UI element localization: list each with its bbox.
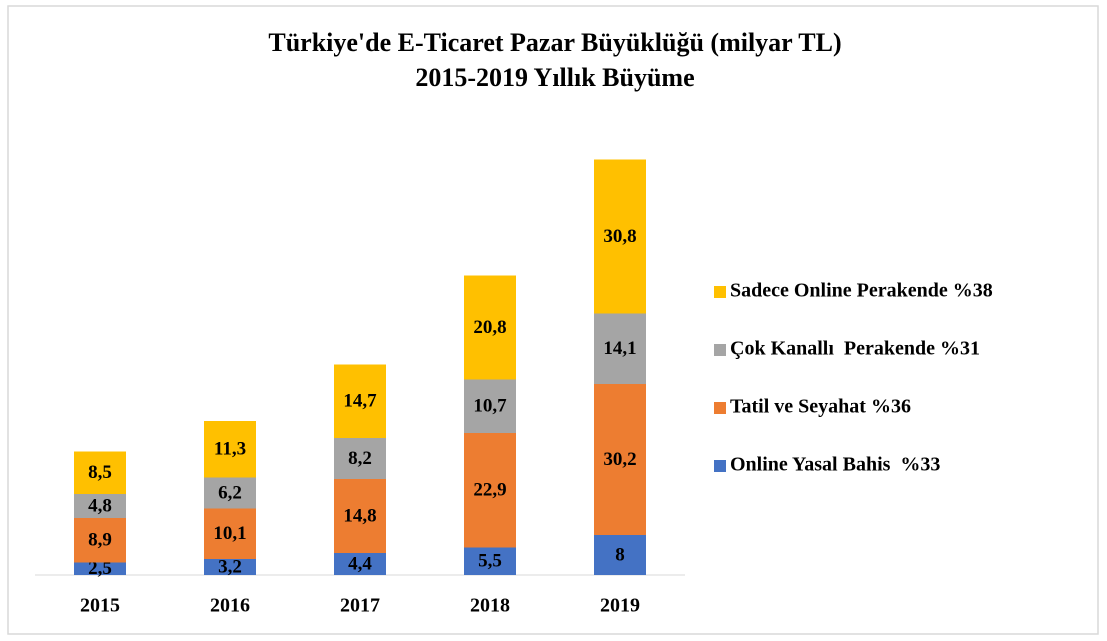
x-tick-label: 2019: [600, 595, 640, 617]
data-label: 20,8: [473, 317, 506, 338]
data-label: 30,8: [603, 226, 636, 247]
data-label: 22,9: [473, 480, 506, 501]
legend-label: Online Yasal Bahis %33: [730, 454, 940, 476]
legend-label: Sadece Online Perakende %38: [730, 280, 993, 302]
chart-title: Türkiye'de E-Ticaret Pazar Büyüklüğü (mi…: [268, 28, 841, 57]
data-label: 4,4: [348, 553, 372, 574]
bar-segment: [334, 364, 386, 438]
bar-segment: [334, 479, 386, 553]
data-label: 14,7: [343, 391, 377, 412]
data-label: 10,1: [213, 523, 246, 544]
data-label: 6,2: [218, 482, 242, 503]
x-tick-label: 2018: [470, 595, 510, 617]
bar-segment: [204, 508, 256, 559]
bar-segment: [204, 421, 256, 478]
data-label: 5,5: [478, 551, 502, 572]
bar-segment: [464, 433, 516, 548]
bar-segment: [334, 553, 386, 575]
legend-swatch: [714, 286, 726, 298]
data-label: 8,5: [88, 462, 112, 483]
data-label: 4,8: [88, 495, 112, 516]
legend-label: Çok Kanallı Perakende %31: [730, 338, 980, 360]
data-label: 10,7: [473, 396, 507, 417]
x-tick-label: 2017: [340, 595, 380, 617]
bar-segment: [464, 379, 516, 433]
chart-frame: [7, 5, 1099, 635]
bar-segment: [74, 562, 126, 575]
chart-subtitle: 2015-2019 Yıllık Büyüme: [415, 63, 694, 92]
data-label: 8,2: [348, 448, 372, 469]
bar-segment: [594, 535, 646, 575]
bar-segment: [464, 547, 516, 575]
data-label: 8: [615, 544, 625, 565]
bar-segment: [594, 313, 646, 384]
legend-swatch: [714, 402, 726, 414]
data-label: 30,2: [603, 449, 636, 470]
data-label: 14,8: [343, 505, 376, 526]
x-tick-label: 2016: [210, 595, 250, 617]
bar-segment: [204, 477, 256, 509]
bar-segment: [74, 494, 126, 518]
data-label: 11,3: [214, 439, 246, 460]
bar-segment: [74, 518, 126, 563]
bar-segment: [74, 451, 126, 494]
data-label: 2,5: [88, 558, 112, 579]
bar-segment: [204, 559, 256, 575]
data-label: 3,2: [218, 556, 242, 577]
bar-segment: [594, 159, 646, 314]
x-tick-label: 2015: [80, 595, 120, 617]
legend-label: Tatil ve Seyahat %36: [730, 396, 911, 418]
data-label: 14,1: [603, 338, 636, 359]
legend-swatch: [714, 344, 726, 356]
legend-swatch: [714, 460, 726, 472]
bar-segment: [334, 438, 386, 479]
data-label: 8,9: [88, 530, 112, 551]
bar-segment: [464, 275, 516, 380]
bar-segment: [594, 384, 646, 535]
